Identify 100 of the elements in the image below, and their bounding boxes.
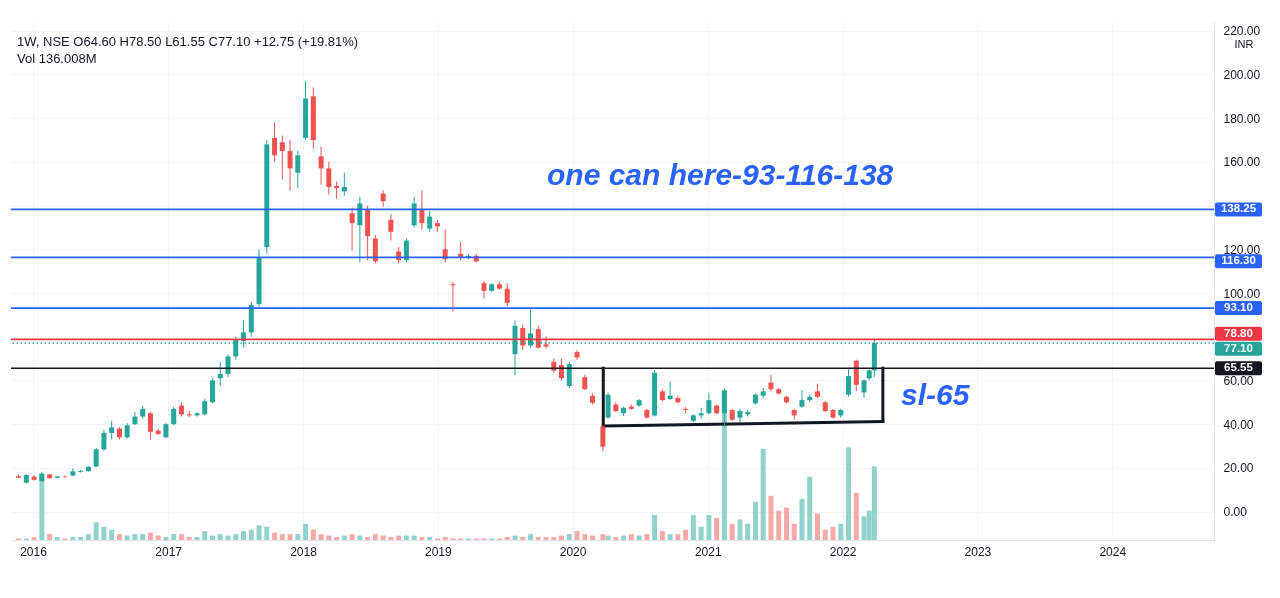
bar <box>698 526 704 540</box>
candlestick <box>799 389 805 409</box>
candlestick <box>427 210 433 233</box>
candlestick <box>768 374 774 392</box>
candlestick <box>737 408 743 423</box>
candlestick <box>388 213 394 242</box>
bar <box>318 534 324 540</box>
ref-line-label: 78.80 <box>1224 326 1253 339</box>
bar <box>582 534 588 540</box>
bar <box>644 534 650 540</box>
bar <box>147 532 153 540</box>
x-tick-label: 2017 <box>155 544 183 559</box>
bar <box>85 534 91 540</box>
bar <box>171 534 177 540</box>
bar <box>380 535 386 540</box>
bar <box>737 519 743 540</box>
bar <box>442 537 448 540</box>
candlestick <box>31 474 37 482</box>
x-tick-label: 2020 <box>559 544 587 559</box>
y-tick-label: 180.00 <box>1223 111 1261 126</box>
bar <box>871 466 877 540</box>
bar <box>760 448 766 540</box>
candlestick <box>380 189 386 208</box>
candlestick <box>721 387 727 428</box>
bar <box>652 514 658 540</box>
candlestick <box>442 229 448 263</box>
bar <box>566 534 572 540</box>
bar <box>621 535 627 540</box>
candlestick <box>846 367 852 398</box>
bar <box>233 534 239 540</box>
candlestick <box>101 429 107 452</box>
candlestick <box>217 361 223 387</box>
bar <box>667 534 673 540</box>
bar <box>520 537 526 540</box>
bar <box>70 537 76 540</box>
bar <box>600 534 606 540</box>
bar <box>551 537 557 540</box>
bar <box>140 534 146 540</box>
bar <box>47 534 53 540</box>
y-tick-label: 40.00 <box>1223 417 1254 432</box>
bar <box>768 495 774 540</box>
bar <box>776 510 782 540</box>
candlestick <box>706 391 712 415</box>
ref-line-label: 138.25 <box>1220 202 1257 215</box>
x-tick-label: 2019 <box>424 544 452 559</box>
bar <box>574 531 580 540</box>
y-tick-label: 20.00 <box>1223 461 1254 476</box>
bar <box>225 535 231 540</box>
bar <box>807 476 813 540</box>
bar <box>116 534 122 540</box>
bar <box>163 537 169 540</box>
candlestick <box>318 146 324 186</box>
bar <box>783 507 789 540</box>
candlestick <box>411 196 417 228</box>
bar <box>217 534 223 540</box>
bar <box>419 537 425 540</box>
bar <box>272 532 278 540</box>
bar <box>512 535 518 540</box>
bar <box>605 535 611 540</box>
bar <box>93 522 99 540</box>
bar <box>628 534 634 540</box>
x-tick-label: 2022 <box>829 544 857 559</box>
candlestick <box>194 411 200 418</box>
bar <box>535 537 541 540</box>
bar <box>846 447 852 540</box>
bar <box>132 534 138 540</box>
bar <box>349 534 355 540</box>
chart-title: Vol 136.008M <box>17 51 97 66</box>
bar <box>396 535 402 540</box>
bar <box>752 501 758 540</box>
bar <box>814 513 820 540</box>
annotation: one can here-93-116-138 <box>547 158 894 191</box>
y-tick-label: 100.00 <box>1223 286 1261 301</box>
bar <box>357 535 363 540</box>
candlestick <box>279 135 285 180</box>
bar <box>830 526 836 540</box>
candlestick <box>566 361 572 389</box>
x-tick-label: 2023 <box>964 544 992 559</box>
bar <box>365 537 371 540</box>
bar <box>528 534 533 540</box>
bar <box>403 535 409 540</box>
bar <box>241 531 247 540</box>
bar <box>388 537 394 540</box>
candlestick <box>574 349 580 361</box>
candlestick <box>458 241 464 261</box>
y-tick-label: 160.00 <box>1223 155 1261 170</box>
bar <box>78 537 84 540</box>
bar <box>101 526 107 540</box>
candlestick <box>326 161 332 196</box>
bar <box>714 517 720 540</box>
y-axis-title: INR <box>1234 38 1254 50</box>
bar <box>683 529 689 540</box>
y-tick-label: 0.00 <box>1223 505 1248 520</box>
ref-line-label: 93.10 <box>1224 301 1253 314</box>
bar <box>590 535 596 540</box>
candlestick <box>861 378 867 399</box>
ref-line-label: 65.55 <box>1224 361 1254 374</box>
candlestick <box>419 189 425 231</box>
bar <box>202 531 208 540</box>
candlestick <box>209 377 215 404</box>
